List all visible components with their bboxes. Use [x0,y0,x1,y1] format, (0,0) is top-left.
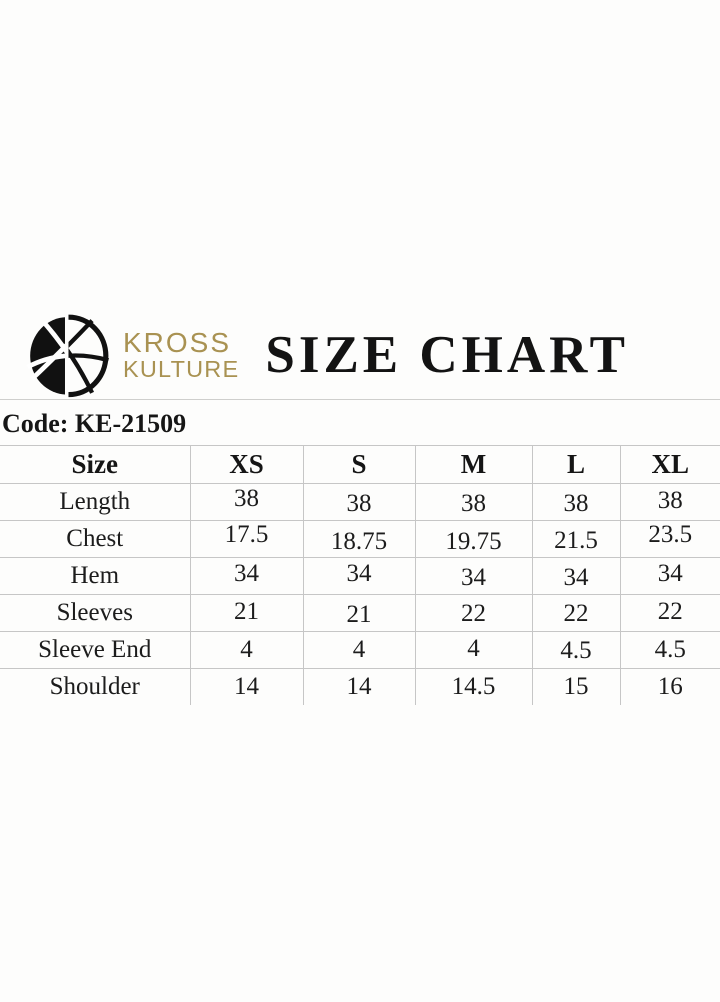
kross-kulture-globe-logo-icon [26,312,109,398]
header: KROSS KULTURE SIZE CHART [0,310,720,400]
measurement-cell: 38 [189,483,303,521]
brand-name-line2: KULTURE [123,356,240,383]
measurement-cell: 17.5 [189,520,303,558]
brand-wordmark: KROSS KULTURE [123,328,239,382]
measurement-cell: 14 [302,668,415,705]
measurement-cell: 15 [531,668,620,705]
table-row: Sleeves 21 21 22 22 22 [0,594,720,632]
measurement-cell: 34 [302,557,415,595]
header-cell-s: S [302,445,415,484]
measurement-cell: 4 [189,631,303,669]
header-cell-l: L [531,445,620,484]
page-title: SIZE CHART [265,326,629,384]
measurement-cell: 14 [189,668,303,705]
brand-name-line1: KROSS [123,327,232,359]
measurement-cell: 18.75 [302,520,415,558]
header-cell-size: Size [0,445,190,484]
measurement-cell: 4 [414,631,532,669]
size-chart-table: Size XS S M L XL Length 38 38 38 38 38 Chest 17… [0,445,720,705]
header-cell-xl: XL [619,445,720,484]
header-divider [0,399,720,400]
row-label: Shoulder [49,673,140,700]
measurement-cell: 4.5 [531,631,620,669]
row-label: Sleeve End [0,631,190,669]
size-table-body: Length 38 38 38 38 38 Chest 17.5 18.75 19.75 21.5 2… [0,483,720,705]
measurement-cell: 22 [531,594,620,632]
measurement-cell: 4 [302,631,415,669]
row-label: Hem [0,557,190,595]
table-row: Sleeve End 4 4 4 4.5 4.5 [0,631,720,669]
measurement-cell: 21.5 [531,520,620,558]
measurement-cell: 38 [414,483,532,521]
measurement-cell: 34 [619,557,720,595]
measurement-cell: 34 [531,557,620,595]
measurement-cell: 34 [189,557,303,595]
header-cell-m: M [414,445,532,484]
measurement-cell: 23.5 [619,520,720,558]
measurement-cell: 21 [302,594,415,632]
size-table-header: Size XS S M L XL [0,445,720,484]
table-row: Hem 34 34 34 34 34 [0,557,720,595]
measurement-cell: 16 [619,668,720,705]
measurement-cell: 21 [189,594,303,632]
measurement-cell: 38 [619,483,720,521]
measurement-cell: 19.75 [414,520,532,558]
measurement-cell: 4.5 [619,631,720,669]
table-row: Chest 17.5 18.75 19.75 21.5 23.5 [0,520,720,558]
measurement-cell: 22 [619,594,720,632]
table-row: Length 38 38 38 38 38 [0,483,720,521]
header-row: Size XS S M L XL [0,445,720,484]
table-row: Shoulder 14 14 14.5 15 16 [0,668,720,705]
product-code: Code: KE-21509 [2,409,187,438]
measurement-cell: 38 [531,483,620,521]
header-cell-xs: XS [189,445,303,484]
row-label: Sleeves [0,594,190,632]
row-label: Chest [0,520,190,558]
measurement-cell: 38 [302,483,415,521]
measurement-cell: 34 [414,557,532,595]
measurement-cell: 14.5 [414,668,532,705]
row-label: Length [0,483,190,521]
measurement-cell: 22 [414,594,532,632]
